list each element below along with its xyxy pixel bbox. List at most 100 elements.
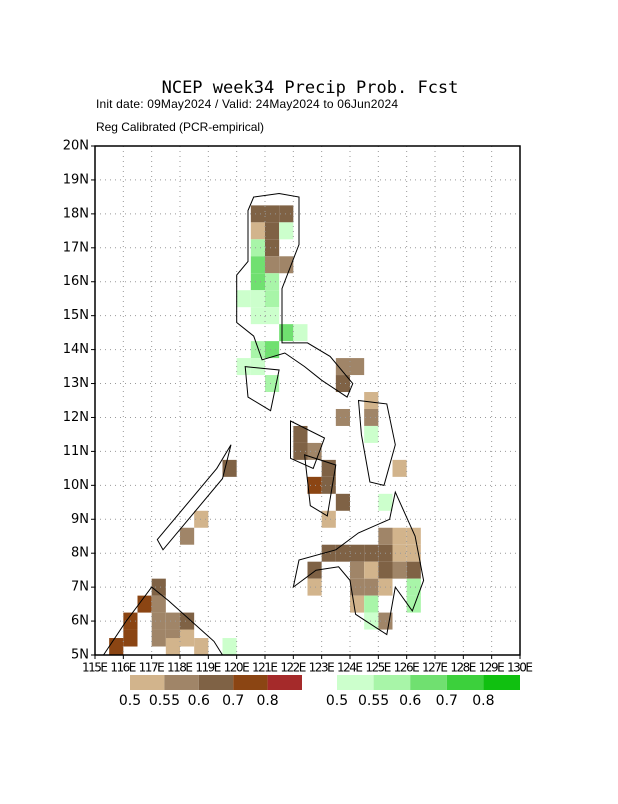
prob-cell: [392, 544, 407, 562]
prob-cell: [265, 290, 280, 308]
x-tick-label: 125E: [365, 661, 391, 675]
y-tick-label: 17N: [63, 240, 89, 255]
prob-cell: [250, 222, 265, 240]
legend-swatch: [164, 675, 199, 690]
prob-cell: [194, 510, 209, 528]
prob-cell: [392, 561, 407, 579]
legend-swatch: [233, 675, 268, 690]
y-tick-label: 10N: [63, 478, 89, 493]
prob-cell: [279, 324, 294, 342]
y-tick-label: 14N: [63, 342, 89, 357]
x-tick-label: 122E: [280, 661, 306, 675]
legend-swatch: [373, 675, 411, 690]
prob-cell: [250, 205, 265, 223]
prob-cell: [236, 358, 251, 376]
legend-swatch: [267, 675, 302, 690]
prob-cell: [250, 256, 265, 274]
prob-cell: [406, 578, 421, 596]
y-tick-label: 12N: [63, 410, 89, 425]
prob-cell: [364, 392, 379, 409]
prob-cell: [293, 324, 308, 342]
prob-cell: [406, 561, 421, 579]
legend-label: 0.7: [222, 693, 244, 709]
legend-label: 0.8: [256, 693, 278, 709]
prob-cell: [180, 629, 195, 647]
prob-cell: [321, 544, 336, 562]
prob-cell: [194, 638, 209, 655]
y-tick-label: 9N: [71, 512, 89, 527]
y-tick-label: 13N: [63, 376, 89, 391]
x-tick-label: 119E: [195, 661, 221, 675]
prob-cell: [307, 578, 322, 596]
y-tick-label: 8N: [71, 546, 89, 561]
prob-cell: [406, 595, 421, 613]
prob-cell: [350, 595, 365, 613]
prob-cell: [265, 256, 280, 274]
prob-cell: [250, 358, 265, 376]
prob-cell: [279, 222, 294, 240]
cells: [109, 205, 421, 655]
prob-cell: [250, 341, 265, 359]
prob-cell: [350, 578, 365, 596]
prob-cell: [222, 638, 237, 655]
prob-cell: [123, 629, 138, 647]
legend-label: 0.55: [149, 693, 180, 709]
prob-cell: [165, 612, 180, 630]
x-tick-label: 121E: [252, 661, 278, 675]
chart-title: NCEP week34 Precip Prob. Fcst: [162, 78, 459, 98]
prob-cell: [265, 273, 280, 291]
x-tick-label: 126E: [394, 661, 420, 675]
prob-cell: [250, 273, 265, 291]
legend-label: 0.6: [399, 693, 421, 709]
prob-cell: [350, 544, 365, 562]
prob-cell: [350, 561, 365, 579]
legend-swatch: [410, 675, 447, 690]
legend-swatch: [446, 675, 484, 690]
legend-swatch: [198, 675, 234, 690]
y-tick-label: 6N: [71, 614, 89, 629]
grid: [91, 145, 521, 659]
prob-cell: [392, 459, 407, 477]
prob-cell: [265, 222, 280, 240]
prob-cell: [151, 595, 166, 613]
y-tick-label: 20N: [63, 139, 89, 154]
legend-label: 0.55: [358, 693, 389, 709]
prob-cell: [364, 425, 379, 443]
x-tick-label: 124E: [337, 661, 363, 675]
prob-cell: [378, 527, 393, 545]
prob-cell: [265, 205, 280, 223]
prob-cell: [364, 612, 379, 630]
prob-cell: [236, 290, 251, 308]
y-tick-label: 15N: [63, 308, 89, 323]
prob-cell: [180, 612, 195, 630]
y-tick-label: 18N: [63, 206, 89, 221]
y-tick-label: 5N: [71, 648, 89, 663]
prob-cell: [250, 239, 265, 257]
legend-label: 0.5: [119, 693, 141, 709]
legend: 0.5 0.55 0.6 0.7 0.8 0.5 0.55 0.6 0.7 0.8: [119, 675, 520, 709]
legend-swatch: [337, 675, 374, 690]
prob-cell: [250, 290, 265, 308]
prob-cell: [265, 239, 280, 257]
prob-cell: [406, 527, 421, 545]
prob-cell: [335, 375, 350, 393]
y-tick-label: 11N: [63, 444, 89, 459]
prob-cell: [109, 638, 124, 655]
prob-cell: [321, 476, 336, 494]
prob-cell: [378, 561, 393, 579]
prob-cell: [335, 544, 350, 562]
plot-frame: [94, 145, 521, 656]
legend-swatch: [483, 675, 520, 690]
prob-cell: [250, 307, 265, 325]
prob-cell: [364, 595, 379, 613]
prob-cell: [364, 544, 379, 562]
prob-cell: [293, 425, 308, 443]
prob-cell: [279, 205, 294, 223]
legend-label: 0.5: [326, 693, 348, 709]
prob-cell: [364, 408, 379, 426]
prob-cell: [335, 358, 350, 376]
prob-cell: [335, 493, 350, 511]
x-tick-label: 130E: [507, 661, 533, 675]
prob-cell: [180, 527, 195, 545]
